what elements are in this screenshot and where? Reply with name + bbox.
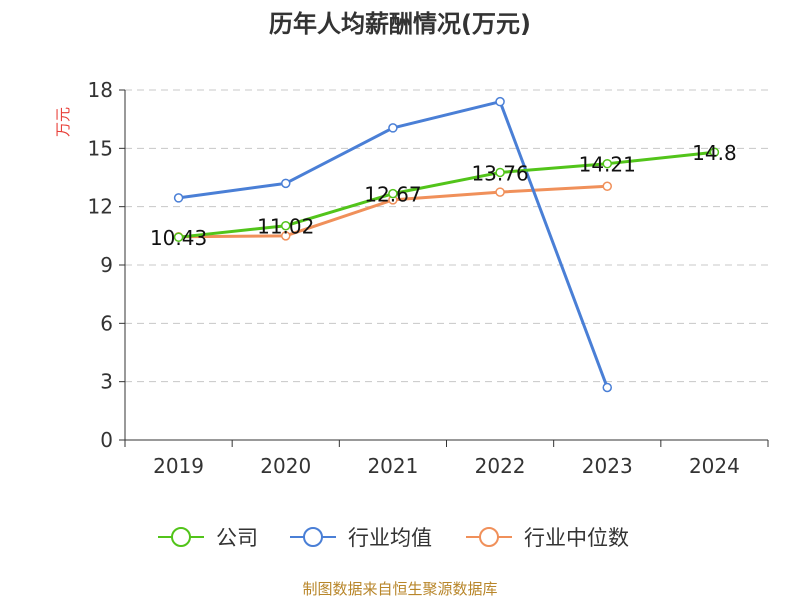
legend-label: 公司: [216, 526, 258, 550]
legend-label: 行业中位数: [524, 526, 629, 550]
data-source: 制图数据来自恒生聚源数据库: [302, 580, 497, 598]
data-point[interactable]: [495, 96, 505, 107]
legend[interactable]: 公司 行业均值 行业中位数: [158, 526, 629, 550]
series-layer: [173, 96, 720, 393]
legend-marker: [479, 527, 499, 547]
y-tick-label: 15: [88, 136, 113, 160]
legend-item[interactable]: 公司: [158, 526, 258, 550]
data-point[interactable]: [281, 231, 291, 241]
x-tick-label: 2024: [689, 454, 740, 478]
y-axis-label: 万元: [54, 107, 72, 137]
data-point[interactable]: [281, 178, 291, 189]
data-point[interactable]: [602, 181, 612, 191]
axes: 0 3 6 9 12 15 18 2019 2020 2021 2022 2023 2024: [88, 78, 769, 478]
x-tick-label: 2021: [367, 454, 418, 478]
data-point[interactable]: [602, 382, 612, 393]
series-line: [178, 150, 715, 239]
data-point[interactable]: [495, 187, 505, 197]
data-label: 14.8: [692, 141, 737, 165]
x-tick-label: 2023: [582, 454, 633, 478]
data-point[interactable]: [173, 232, 184, 242]
y-tick-label: 9: [100, 253, 113, 277]
y-tick-label: 6: [100, 311, 113, 335]
data-point[interactable]: [495, 167, 505, 178]
legend-marker: [171, 527, 191, 547]
data-labels: 10.43 11.02 12.67 13.76 14.21 14.8: [150, 141, 737, 250]
x-tick-label: 2020: [260, 454, 311, 478]
y-tick-label: 18: [88, 78, 113, 102]
data-point[interactable]: [388, 123, 398, 133]
chart-title: 历年人均薪酬情况(万元): [269, 10, 531, 38]
data-label: 12.67: [364, 183, 421, 207]
data-point[interactable]: [709, 147, 720, 157]
data-label: 13.76: [471, 161, 528, 185]
data-label: 14.21: [579, 153, 636, 177]
y-tick-label: 3: [100, 370, 113, 394]
data-label: 11.02: [257, 215, 314, 239]
data-point[interactable]: [388, 188, 398, 199]
legend-item[interactable]: 行业均值: [290, 526, 432, 550]
x-tick-label: 2019: [153, 454, 204, 478]
legend-item[interactable]: 行业中位数: [466, 526, 629, 550]
y-tick-label: 0: [100, 428, 113, 452]
data-point[interactable]: [281, 220, 291, 231]
x-tick-label: 2022: [475, 454, 526, 478]
legend-label: 行业均值: [348, 526, 432, 550]
y-tick-label: 12: [88, 195, 113, 219]
data-point[interactable]: [602, 158, 612, 169]
data-label: 10.43: [150, 226, 207, 250]
legend-marker: [303, 527, 323, 547]
series-line: [178, 100, 609, 389]
data-point[interactable]: [173, 193, 184, 203]
